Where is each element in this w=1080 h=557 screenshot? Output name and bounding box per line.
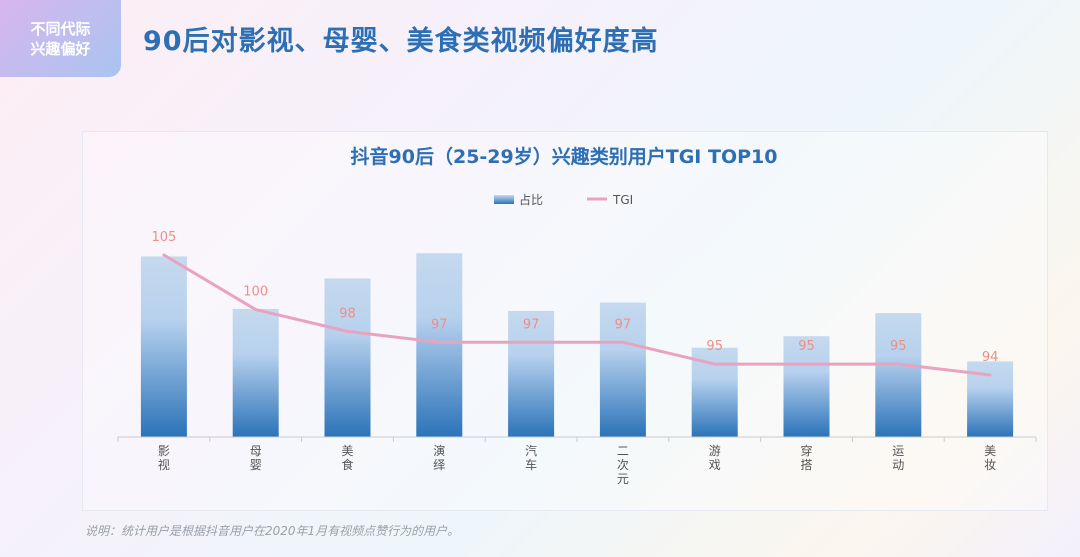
tgi-data-label: 97 (615, 317, 632, 332)
tgi-data-label: 95 (706, 339, 723, 354)
bar-二次元 (599, 302, 646, 437)
x-tick-label-美食: 美食 (341, 444, 353, 472)
x-tick-label-运动: 运动 (892, 444, 904, 472)
tgi-data-label: 105 (151, 230, 176, 245)
bar-汽车 (508, 311, 555, 437)
tgi-series-line (162, 253, 992, 377)
x-tick-label-母婴: 母婴 (250, 444, 262, 472)
tgi-data-label: 94 (982, 350, 999, 365)
bar-穿搭 (783, 336, 830, 437)
footnote: 说明：统计用户是根据抖音用户在2020年1月有视频点赞行为的用户。 (85, 524, 460, 538)
badge-line-1: 不同代际 (30, 19, 91, 38)
chart-title: 抖音90后（25-29岁）兴趣类别用户TGI TOP10 (351, 145, 778, 168)
x-tick-label-汽车: 汽车 (525, 443, 537, 472)
x-tick-label-游戏: 游戏 (709, 444, 721, 472)
bar-运动 (875, 313, 922, 437)
legend-bar-label: 占比 (519, 192, 543, 207)
legend-bar-swatch (494, 195, 514, 204)
bar-影视 (140, 256, 187, 437)
x-tick-label-影视: 影视 (158, 444, 170, 472)
tgi-data-label: 97 (523, 317, 540, 332)
legend-line-label: TGI (612, 193, 633, 207)
page-headline: 90后对影视、母婴、美食类视频偏好度高 (143, 26, 659, 57)
section-badge: 不同代际 兴趣偏好 (0, 0, 121, 77)
bar-演绎 (416, 253, 463, 437)
x-tick-label-穿搭: 穿搭 (800, 443, 812, 472)
x-tick-label-二次元: 二次元 (617, 444, 629, 486)
tgi-data-label: 100 (243, 285, 268, 300)
bar-母婴 (232, 308, 279, 437)
tgi-data-label: 95 (798, 339, 815, 354)
x-tick-label-美妆: 美妆 (984, 444, 996, 472)
tgi-data-label: 98 (339, 306, 356, 321)
badge-line-2: 兴趣偏好 (30, 39, 91, 58)
tgi-data-label: 95 (890, 339, 907, 354)
bar-美食 (324, 278, 371, 437)
x-tick-label-演绎: 演绎 (433, 443, 445, 472)
tgi-data-label: 97 (431, 317, 448, 332)
